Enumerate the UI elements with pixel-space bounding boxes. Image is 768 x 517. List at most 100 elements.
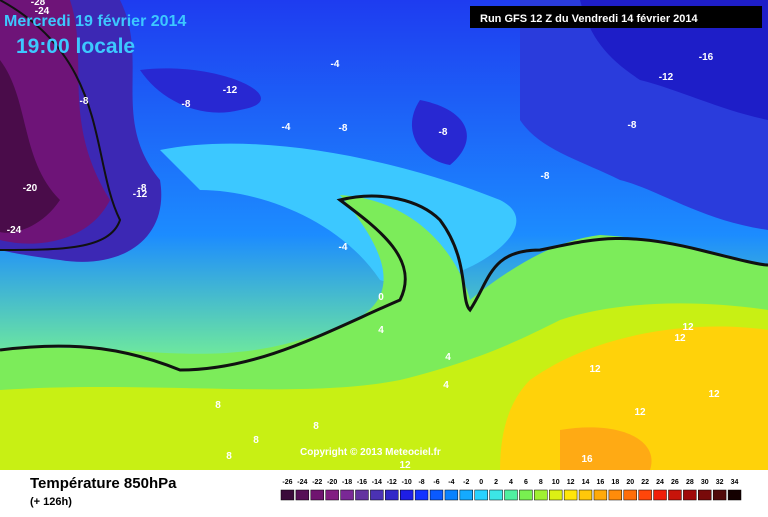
scale-swatch <box>549 489 563 501</box>
scale-swatch <box>638 489 652 501</box>
contour-label: 12 <box>399 460 411 471</box>
copyright: Copyright © 2013 Meteociel.fr <box>300 447 441 458</box>
scale-label: -14 <box>372 479 382 486</box>
cold-area <box>0 60 60 233</box>
contour-label: -8 <box>628 120 637 131</box>
scale-label: 18 <box>611 479 619 486</box>
scale-label: 30 <box>701 479 709 486</box>
scale-swatch <box>385 489 399 501</box>
warm-area <box>560 427 652 470</box>
time: 19:00 locale <box>16 35 135 58</box>
scale-swatch <box>563 489 578 501</box>
cold-area <box>580 0 768 120</box>
scale-label: 4 <box>509 479 513 486</box>
scale-swatch <box>578 489 593 501</box>
contour-label: -12 <box>223 85 238 96</box>
scale-label: -4 <box>448 479 454 486</box>
scale-label: -24 <box>297 479 307 486</box>
scale-swatch <box>727 489 742 501</box>
scale-swatch <box>534 489 548 501</box>
scale-swatch <box>355 489 369 501</box>
scale-swatch <box>504 489 518 501</box>
scale-swatch <box>340 489 354 501</box>
scale-label: -22 <box>312 479 322 486</box>
scale-swatch <box>325 489 339 501</box>
scale-label: 2 <box>494 479 498 486</box>
scale-label: 26 <box>671 479 679 486</box>
contour-label: -24 <box>7 225 22 236</box>
contour-label: -12 <box>133 189 148 200</box>
contour-label: -8 <box>138 183 147 194</box>
scale-label: 0 <box>479 479 483 486</box>
contour-label: -16 <box>699 52 714 63</box>
scale-label: 28 <box>686 479 694 486</box>
contour-label: -4 <box>331 59 340 70</box>
scale-label: -18 <box>342 479 352 486</box>
contour-label: 8 <box>313 421 319 432</box>
contour-labels: -28-24-24-20-8 -8-12-4-4 -8 -8-8-8-12-16-8-… <box>7 0 720 471</box>
scale-swatch <box>414 489 429 501</box>
color-scale: -26 -24 -22 -20 -18 -16 -14 -12 -10 -8 -6 -4 -2 0 2 4 6 8… <box>280 479 742 501</box>
contour-label: -28 <box>31 0 46 8</box>
scale-swatch <box>444 489 459 501</box>
contour-label: 8 <box>215 400 221 411</box>
scale-label: -10 <box>402 479 412 486</box>
scale-label: 14 <box>582 479 590 486</box>
scale-swatch <box>370 489 384 501</box>
scale-swatch <box>698 489 712 501</box>
scale-label: -2 <box>463 479 469 486</box>
lead-time: (+ 126h) <box>30 496 72 508</box>
contour-label: 0 <box>378 292 384 303</box>
run-box <box>470 6 762 28</box>
contour-label: -4 <box>339 242 348 253</box>
contour-label: 12 <box>708 389 720 400</box>
contour-label: 8 <box>253 435 259 446</box>
cold-area <box>140 68 261 113</box>
scale-swatch <box>519 489 533 501</box>
zero-isotherm <box>0 194 768 372</box>
scale-label: -26 <box>282 479 292 486</box>
scale-swatch <box>280 489 295 501</box>
contour-label: -8 <box>339 123 348 134</box>
scale-swatch <box>310 489 324 501</box>
scale-swatch <box>623 489 637 501</box>
contour-label: 12 <box>682 322 694 333</box>
scale-label: -16 <box>357 479 367 486</box>
scale-swatch <box>712 489 727 501</box>
cold-area <box>411 100 467 165</box>
scale-label: 12 <box>567 479 575 486</box>
scale-label: -6 <box>433 479 439 486</box>
contour-label: -8 <box>439 127 448 138</box>
scale-swatch <box>295 489 310 501</box>
scale-swatch <box>474 489 488 501</box>
contour-label: 4 <box>445 352 451 363</box>
scale-swatch <box>399 489 414 501</box>
contour-label: 12 <box>589 364 601 375</box>
run-info: Run GFS 12 Z du Vendredi 14 février 2014 <box>480 13 699 25</box>
product-title: Température 850hPa <box>30 475 177 492</box>
scale-label: -8 <box>418 479 424 486</box>
scale-label: 16 <box>597 479 605 486</box>
scale-label: 8 <box>539 479 543 486</box>
scale-label: 20 <box>626 479 634 486</box>
contour-label: -24 <box>35 6 50 17</box>
contour-label: -4 <box>282 122 291 133</box>
scale-swatch <box>429 489 444 501</box>
contour-label: -8 <box>182 99 191 110</box>
scale-swatch <box>459 489 473 501</box>
scale-label: 32 <box>716 479 724 486</box>
scale-swatch <box>489 489 503 501</box>
scale-label: 10 <box>552 479 560 486</box>
scale-label: 34 <box>731 479 739 486</box>
scale-label: -12 <box>387 479 397 486</box>
scale-label: 22 <box>641 479 649 486</box>
contour-label: 4 <box>378 325 384 336</box>
scale-swatch <box>608 489 623 501</box>
date: Mercredi 19 février 2014 <box>4 13 186 30</box>
contour-label: 4 <box>443 380 449 391</box>
scale-label: 24 <box>656 479 664 486</box>
contour-label: 16 <box>581 454 593 465</box>
scale-swatch <box>653 489 667 501</box>
scale-swatch <box>668 489 682 501</box>
